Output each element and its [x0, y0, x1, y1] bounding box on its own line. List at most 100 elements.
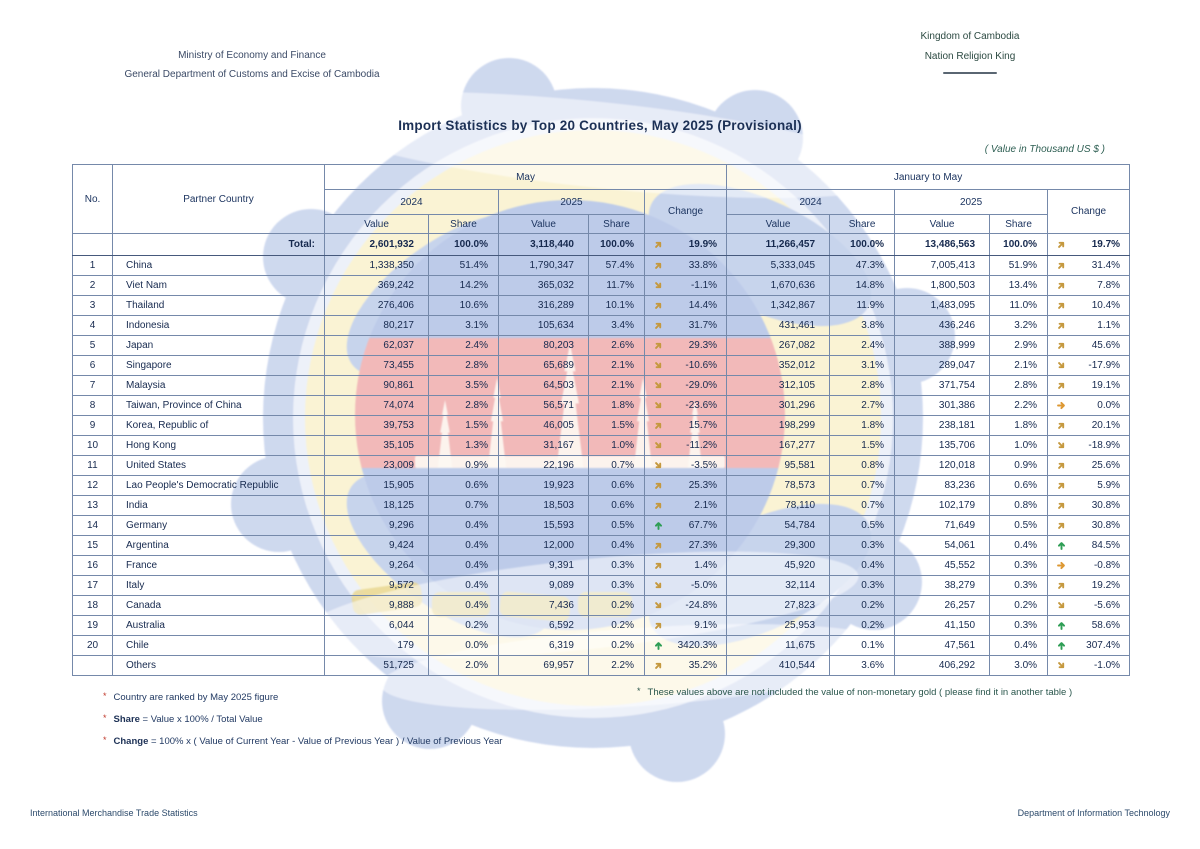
- jan-may-2025-share: 2.1%: [989, 355, 1049, 376]
- jan-may-2025-share: 0.9%: [989, 455, 1049, 476]
- footnote-ranking: * Country are ranked by May 2025 figure: [103, 691, 279, 703]
- jan-may-change-cell: 84.5%: [1047, 535, 1131, 556]
- jan-may-2024-value: 431,461: [726, 315, 831, 336]
- trend-arrow-icon: [1057, 401, 1066, 410]
- jan-may-change-cell: 19.2%: [1047, 575, 1131, 596]
- motto-divider: [943, 72, 997, 74]
- jan-may-change-value: 307.4%: [1086, 640, 1121, 651]
- department-name: General Department of Customs and Excise…: [124, 69, 380, 80]
- table-row: 16 France 9,264 0.4% 9,391 0.3% 1.4% 45,…: [72, 555, 1131, 576]
- trend-arrow-icon: [1057, 481, 1066, 490]
- kingdom-motto-block: Kingdom of Cambodia Nation Religion King: [880, 27, 1060, 74]
- may-2025-value: 64,503: [498, 375, 589, 396]
- country-name: Hong Kong: [112, 435, 325, 456]
- trend-arrow-icon: [1057, 421, 1066, 430]
- jan-may-2024-share: 3.1%: [829, 355, 896, 376]
- col-header-may-2025: 2025: [498, 189, 645, 215]
- total-jm-change: 19.7%: [1047, 233, 1131, 256]
- may-2024-share: 51.4%: [428, 255, 499, 276]
- jan-may-change-cell: 307.4%: [1047, 635, 1131, 656]
- trend-arrow-icon: [654, 441, 663, 450]
- table-row: 17 Italy 9,572 0.4% 9,089 0.3% -5.0% 32,…: [72, 575, 1131, 596]
- trend-arrow-icon: [654, 621, 663, 630]
- trend-arrow-icon: [1057, 581, 1066, 590]
- jan-may-2025-value: 45,552: [894, 555, 991, 576]
- table-row: 5 Japan 62,037 2.4% 80,203 2.6% 29.3% 26…: [72, 335, 1131, 356]
- jan-may-2025-value: 406,292: [894, 655, 991, 676]
- may-change-cell: -24.8%: [643, 595, 728, 616]
- col-header-share: Share: [829, 214, 896, 234]
- may-2024-share: 10.6%: [428, 295, 499, 316]
- import-statistics-table: No. Partner Country May January to May 2…: [72, 164, 1131, 676]
- jan-may-2024-share: 2.7%: [829, 395, 896, 416]
- table-row: 2 Viet Nam 369,242 14.2% 365,032 11.7% -…: [72, 275, 1131, 296]
- jan-may-2025-share: 0.8%: [989, 495, 1049, 516]
- may-2024-share: 0.4%: [428, 535, 499, 556]
- trend-arrow-icon: [654, 381, 663, 390]
- row-number: 1: [72, 255, 113, 276]
- may-2024-value: 90,861: [324, 375, 429, 396]
- may-change-value: 67.7%: [688, 520, 718, 531]
- trend-arrow-icon: [1057, 661, 1066, 670]
- row-number: 3: [72, 295, 113, 316]
- may-change-cell: 29.3%: [643, 335, 728, 356]
- may-2025-share: 0.3%: [588, 555, 645, 576]
- jan-may-2025-value: 135,706: [894, 435, 991, 456]
- row-number: 13: [72, 495, 113, 516]
- may-2024-share: 0.2%: [428, 615, 499, 636]
- jan-may-change-cell: 7.8%: [1047, 275, 1131, 296]
- may-2024-share: 0.4%: [428, 575, 499, 596]
- jan-may-2025-value: 371,754: [894, 375, 991, 396]
- col-header-jm-change: Change: [1047, 189, 1131, 234]
- jan-may-change-cell: 10.4%: [1047, 295, 1131, 316]
- row-number: 12: [72, 475, 113, 496]
- may-change-cell: -11.2%: [643, 435, 728, 456]
- jan-may-change-value: 1.1%: [1097, 320, 1121, 331]
- may-2024-share: 0.6%: [428, 475, 499, 496]
- table-row: 19 Australia 6,044 0.2% 6,592 0.2% 9.1% …: [72, 615, 1131, 636]
- may-2024-share: 0.0%: [428, 635, 499, 656]
- row-number: 9: [72, 415, 113, 436]
- footnote-share: * Share = Value x 100% / Total Value: [103, 713, 263, 725]
- may-2025-value: 69,957: [498, 655, 589, 676]
- may-2024-value: 39,753: [324, 415, 429, 436]
- may-change-cell: -3.5%: [643, 455, 728, 476]
- row-number: [72, 655, 113, 676]
- may-2025-value: 46,005: [498, 415, 589, 436]
- trend-arrow-icon: [654, 421, 663, 430]
- may-2024-share: 0.4%: [428, 595, 499, 616]
- table-row: 11 United States 23,009 0.9% 22,196 0.7%…: [72, 455, 1131, 476]
- may-2025-share: 0.4%: [588, 535, 645, 556]
- may-2025-value: 7,436: [498, 595, 589, 616]
- jan-may-change-value: 20.1%: [1091, 420, 1121, 431]
- value-unit-note: ( Value in Thousand US $ ): [984, 144, 1105, 155]
- trend-arrow-icon: [1057, 601, 1066, 610]
- col-header-jm-2024: 2024: [726, 189, 896, 215]
- trend-arrow-icon: [1057, 461, 1066, 470]
- country-name: Korea, Republic of: [112, 415, 325, 436]
- may-change-value: 33.8%: [688, 260, 718, 271]
- may-2024-share: 1.5%: [428, 415, 499, 436]
- table-row: 6 Singapore 73,455 2.8% 65,689 2.1% -10.…: [72, 355, 1131, 376]
- may-change-value: -5.0%: [690, 580, 718, 591]
- trend-arrow-icon: [1057, 361, 1066, 370]
- jan-may-2025-share: 51.9%: [989, 255, 1049, 276]
- jan-may-2024-value: 95,581: [726, 455, 831, 476]
- jan-may-change-cell: -5.6%: [1047, 595, 1131, 616]
- may-2024-value: 9,424: [324, 535, 429, 556]
- jan-may-2025-value: 238,181: [894, 415, 991, 436]
- may-change-value: 1.4%: [694, 560, 718, 571]
- may-2025-value: 105,634: [498, 315, 589, 336]
- kingdom-line: Kingdom of Cambodia: [920, 31, 1020, 42]
- jan-may-change-cell: 20.1%: [1047, 415, 1131, 436]
- jan-may-2025-share: 1.8%: [989, 415, 1049, 436]
- trend-arrow-icon: [654, 401, 663, 410]
- jan-may-2025-value: 83,236: [894, 475, 991, 496]
- may-change-cell: -1.1%: [643, 275, 728, 296]
- may-change-cell: 14.4%: [643, 295, 728, 316]
- country-name: France: [112, 555, 325, 576]
- country-name: Japan: [112, 335, 325, 356]
- row-number: 2: [72, 275, 113, 296]
- may-change-value: 29.3%: [688, 340, 718, 351]
- may-change-cell: 35.2%: [643, 655, 728, 676]
